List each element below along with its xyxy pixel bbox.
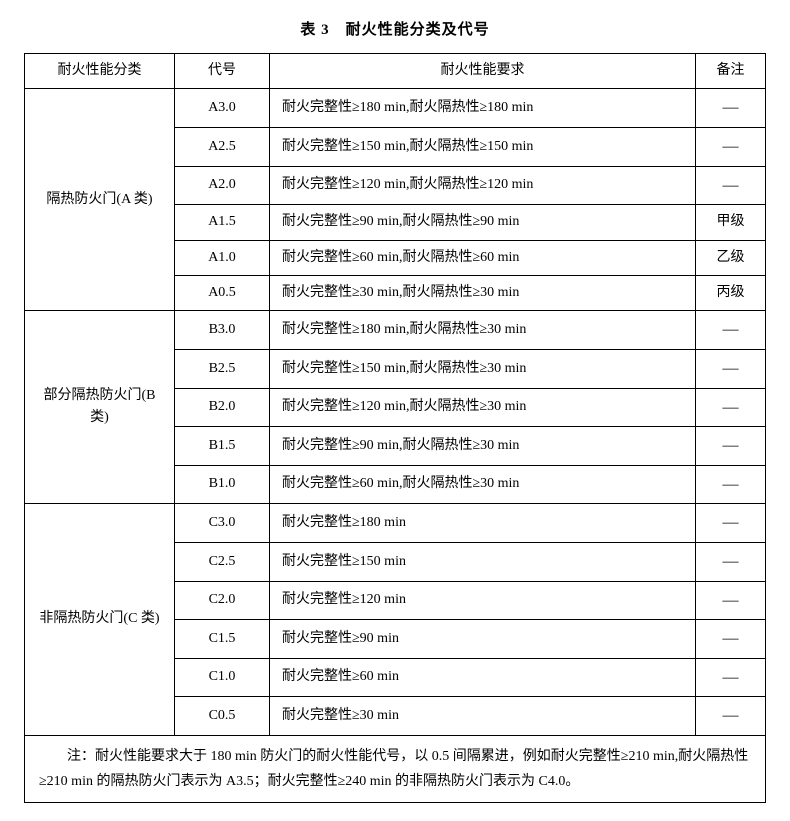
category-cell: 部分隔热防火门(B 类) bbox=[25, 311, 175, 504]
note-cell: — bbox=[696, 581, 766, 620]
note-cell: 乙级 bbox=[696, 240, 766, 275]
requirement-cell: 耐火完整性≥60 min,耐火隔热性≥60 min bbox=[270, 240, 696, 275]
header-code: 代号 bbox=[175, 54, 270, 89]
note-cell: — bbox=[696, 658, 766, 697]
code-cell: C1.0 bbox=[175, 658, 270, 697]
table-row: 隔热防火门(A 类)A3.0耐火完整性≥180 min,耐火隔热性≥180 mi… bbox=[25, 89, 766, 128]
table-row: 部分隔热防火门(B 类)B3.0耐火完整性≥180 min,耐火隔热性≥30 m… bbox=[25, 311, 766, 350]
header-note: 备注 bbox=[696, 54, 766, 89]
table-footnote-row: 注：耐火性能要求大于 180 min 防火门的耐火性能代号，以 0.5 间隔累进… bbox=[25, 735, 766, 802]
code-cell: A0.5 bbox=[175, 275, 270, 310]
requirement-cell: 耐火完整性≥30 min,耐火隔热性≥30 min bbox=[270, 275, 696, 310]
note-cell: 丙级 bbox=[696, 275, 766, 310]
requirement-cell: 耐火完整性≥60 min bbox=[270, 658, 696, 697]
requirement-cell: 耐火完整性≥90 min,耐火隔热性≥30 min bbox=[270, 427, 696, 466]
code-cell: C0.5 bbox=[175, 697, 270, 736]
code-cell: C2.0 bbox=[175, 581, 270, 620]
requirement-cell: 耐火完整性≥60 min,耐火隔热性≥30 min bbox=[270, 465, 696, 504]
code-cell: C3.0 bbox=[175, 504, 270, 543]
fire-resistance-table: 耐火性能分类 代号 耐火性能要求 备注 隔热防火门(A 类)A3.0耐火完整性≥… bbox=[24, 53, 766, 803]
code-cell: A1.0 bbox=[175, 240, 270, 275]
code-cell: B1.0 bbox=[175, 465, 270, 504]
note-cell: — bbox=[696, 620, 766, 659]
table-title: 表 3 耐火性能分类及代号 bbox=[24, 18, 766, 39]
category-cell: 隔热防火门(A 类) bbox=[25, 89, 175, 311]
note-cell: — bbox=[696, 311, 766, 350]
note-cell: — bbox=[696, 465, 766, 504]
requirement-cell: 耐火完整性≥150 min,耐火隔热性≥150 min bbox=[270, 127, 696, 166]
code-cell: C1.5 bbox=[175, 620, 270, 659]
requirement-cell: 耐火完整性≥90 min,耐火隔热性≥90 min bbox=[270, 205, 696, 240]
code-cell: A1.5 bbox=[175, 205, 270, 240]
note-cell: — bbox=[696, 127, 766, 166]
requirement-cell: 耐火完整性≥90 min bbox=[270, 620, 696, 659]
code-cell: B2.0 bbox=[175, 388, 270, 427]
requirement-cell: 耐火完整性≥30 min bbox=[270, 697, 696, 736]
code-cell: A2.0 bbox=[175, 166, 270, 205]
code-cell: B3.0 bbox=[175, 311, 270, 350]
requirement-cell: 耐火完整性≥150 min,耐火隔热性≥30 min bbox=[270, 349, 696, 388]
code-cell: B1.5 bbox=[175, 427, 270, 466]
requirement-cell: 耐火完整性≥120 min,耐火隔热性≥120 min bbox=[270, 166, 696, 205]
note-cell: — bbox=[696, 166, 766, 205]
note-cell: — bbox=[696, 427, 766, 466]
header-category: 耐火性能分类 bbox=[25, 54, 175, 89]
code-cell: A3.0 bbox=[175, 89, 270, 128]
requirement-cell: 耐火完整性≥120 min bbox=[270, 581, 696, 620]
table-row: 非隔热防火门(C 类)C3.0耐火完整性≥180 min— bbox=[25, 504, 766, 543]
header-requirement: 耐火性能要求 bbox=[270, 54, 696, 89]
note-cell: — bbox=[696, 349, 766, 388]
note-cell: — bbox=[696, 504, 766, 543]
code-cell: C2.5 bbox=[175, 542, 270, 581]
note-cell: — bbox=[696, 697, 766, 736]
requirement-cell: 耐火完整性≥180 min bbox=[270, 504, 696, 543]
note-cell: — bbox=[696, 89, 766, 128]
requirement-cell: 耐火完整性≥180 min,耐火隔热性≥180 min bbox=[270, 89, 696, 128]
table-footnote: 注：耐火性能要求大于 180 min 防火门的耐火性能代号，以 0.5 间隔累进… bbox=[25, 735, 766, 802]
code-cell: A2.5 bbox=[175, 127, 270, 166]
table-header-row: 耐火性能分类 代号 耐火性能要求 备注 bbox=[25, 54, 766, 89]
category-cell: 非隔热防火门(C 类) bbox=[25, 504, 175, 736]
requirement-cell: 耐火完整性≥120 min,耐火隔热性≥30 min bbox=[270, 388, 696, 427]
note-cell: — bbox=[696, 542, 766, 581]
note-cell: 甲级 bbox=[696, 205, 766, 240]
note-cell: — bbox=[696, 388, 766, 427]
code-cell: B2.5 bbox=[175, 349, 270, 388]
requirement-cell: 耐火完整性≥150 min bbox=[270, 542, 696, 581]
requirement-cell: 耐火完整性≥180 min,耐火隔热性≥30 min bbox=[270, 311, 696, 350]
